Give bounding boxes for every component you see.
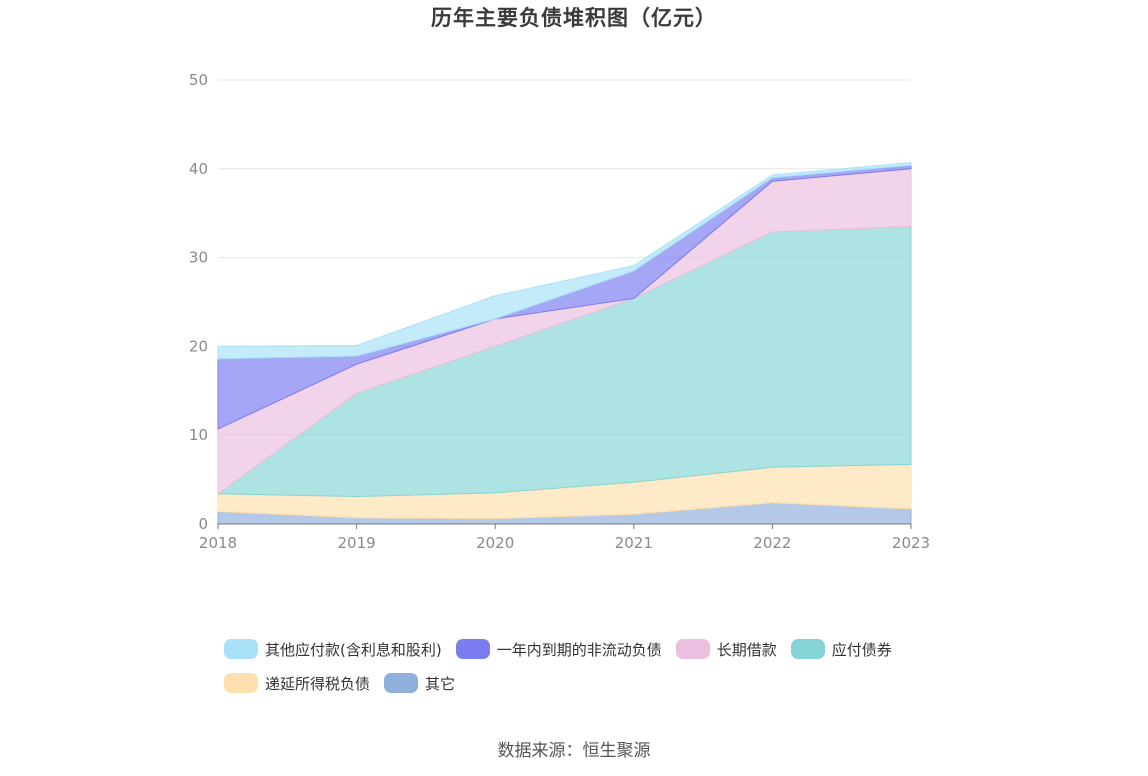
area-series-5[interactable] xyxy=(217,162,912,360)
legend-label: 长期借款 xyxy=(716,640,777,659)
x-tick-label: 2021 xyxy=(615,534,653,552)
legend-label: 递延所得税负债 xyxy=(265,674,371,693)
legend-swatch xyxy=(790,639,825,659)
legend-item[interactable]: 一年内到期的非流动负债 xyxy=(455,638,662,660)
y-tick-label: 40 xyxy=(189,160,208,178)
y-tick-label: 50 xyxy=(189,71,208,89)
y-tick-label: 30 xyxy=(189,249,208,267)
x-tick-label: 2020 xyxy=(476,534,514,552)
legend: 其他应付款(含利息和股利) 一年内到期的非流动负债 长期借款 应付债券递延所得税负债 其… xyxy=(224,638,984,694)
x-tick-label: 2022 xyxy=(753,534,791,552)
legend-item[interactable]: 长期借款 xyxy=(675,638,777,660)
stacked-area-chart: 0 10 20 30 40 50 2018 2019 2020 2021 2022 2023 xyxy=(189,71,930,552)
y-tick-label: 20 xyxy=(189,337,208,355)
legend-item[interactable]: 其他应付款(含利息和股利) xyxy=(224,638,442,660)
x-tick-label: 2023 xyxy=(892,534,930,552)
legend-swatch xyxy=(675,639,710,659)
axes: 0 10 20 30 40 50 2018 2019 2020 2021 2022 2023 xyxy=(189,71,930,552)
legend-label: 其它 xyxy=(425,674,456,693)
legend-swatch xyxy=(224,673,258,693)
legend-label: 一年内到期的非流动负债 xyxy=(496,640,662,659)
legend-swatch xyxy=(224,639,258,659)
legend-swatch xyxy=(384,673,419,693)
x-tick-label: 2018 xyxy=(199,534,237,552)
x-tick-label: 2019 xyxy=(338,534,376,552)
legend-swatch xyxy=(455,639,490,659)
legend-label: 应付债券 xyxy=(831,640,892,659)
chart-title: 历年主要负债堆积图（亿元） xyxy=(431,6,717,30)
area-layer xyxy=(216,162,912,525)
legend-item[interactable]: 应付债券 xyxy=(790,638,892,660)
legend-item[interactable]: 其它 xyxy=(384,672,455,694)
legend-item[interactable]: 递延所得税负债 xyxy=(224,672,370,694)
legend-label: 其他应付款(含利息和股利) xyxy=(265,640,442,659)
y-tick-label: 10 xyxy=(189,426,208,444)
y-tick-label: 0 xyxy=(198,515,208,533)
data-source: 数据来源：恒生聚源 xyxy=(497,741,651,761)
